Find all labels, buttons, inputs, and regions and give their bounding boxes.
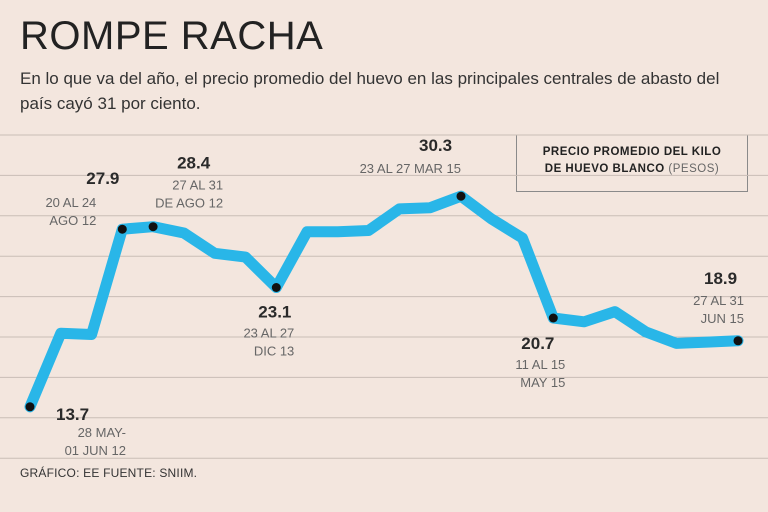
date-label-13.7-1: 01 JUN 12 [65, 443, 126, 458]
chart-subtitle: En lo que va del año, el precio promedio… [20, 69, 720, 113]
date-label-30.3-0: 23 AL 27 MAR 15 [360, 161, 461, 176]
data-point-20.7 [548, 313, 558, 323]
date-label-23.1-0: 23 AL 27 [243, 326, 294, 341]
date-label-20.7-1: MAY 15 [520, 375, 565, 390]
data-point-30.3 [456, 191, 466, 201]
source-footer: GRÁFICO: EE FUENTE: SNIIM. [20, 466, 198, 480]
data-point-13.7 [25, 402, 35, 412]
date-label-28.4-1: DE AGO 12 [155, 196, 223, 211]
data-point-18.9 [733, 336, 743, 346]
value-label-13.7: 13.7 [56, 405, 89, 424]
legend-line2: DE HUEVO BLANCO (PESOS) [517, 163, 747, 175]
date-label-27.9-0: 20 AL 24 [45, 195, 96, 210]
date-label-23.1-1: DIC 13 [254, 344, 294, 359]
value-label-28.4: 28.4 [177, 154, 211, 173]
date-label-18.9-0: 27 AL 31 [693, 293, 744, 308]
series-line [24, 190, 744, 413]
date-label-20.7-0: 11 AL 15 [515, 357, 565, 372]
legend-line2-bold: DE HUEVO BLANCO [544, 163, 665, 175]
data-point-28.4 [148, 222, 158, 232]
date-label-27.9-1: AGO 12 [49, 213, 96, 228]
value-label-20.7: 20.7 [521, 334, 554, 353]
value-label-30.3: 30.3 [419, 136, 452, 155]
legend-unit: (PESOS) [668, 163, 720, 175]
chart-title: ROMPE RACHA [20, 14, 324, 58]
date-label-28.4-0: 27 AL 31 [172, 178, 223, 193]
value-label-23.1: 23.1 [258, 303, 291, 322]
legend-line1: PRECIO PROMEDIO DEL KILO [542, 146, 722, 158]
value-label-18.9: 18.9 [704, 269, 737, 288]
legend-box: PRECIO PROMEDIO DEL KILO DE HUEVO BLANCO… [516, 135, 748, 192]
date-label-13.7-0: 28 MAY- [78, 425, 126, 440]
value-label-27.9: 27.9 [86, 169, 119, 188]
date-label-18.9-1: JUN 15 [701, 311, 744, 326]
data-point-23.1 [271, 283, 281, 292]
data-point-27.9 [117, 224, 127, 234]
